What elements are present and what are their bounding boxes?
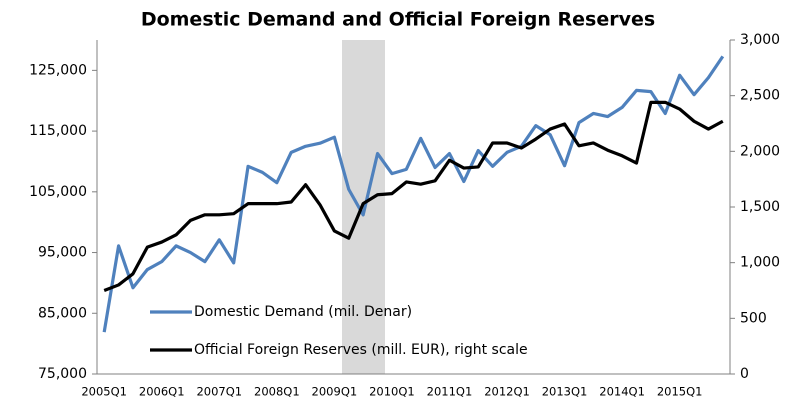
x-tick-label: 2005Q1 (81, 385, 127, 399)
legend-label: Official Foreign Reserves (mill. EUR), r… (194, 342, 528, 358)
y-tick-label: 85,000 (38, 305, 87, 321)
chart-title: Domestic Demand and Official Foreign Res… (141, 9, 655, 31)
y2-tick-label: 2,000 (740, 143, 780, 159)
y-tick-label: 95,000 (38, 245, 87, 261)
y-tick-label: 115,000 (29, 123, 87, 139)
y2-tick-label: 1,000 (740, 255, 780, 271)
y-tick-label: 75,000 (38, 366, 87, 382)
x-tick-label: 2015Q1 (657, 385, 703, 399)
y-tick-label: 105,000 (29, 184, 87, 200)
y2-tick-label: 0 (740, 366, 749, 382)
y2-tick-label: 2,500 (740, 88, 780, 104)
series-line (103, 100, 724, 292)
x-tick-label: 2013Q1 (542, 385, 588, 399)
x-tick-label: 2006Q1 (139, 385, 185, 399)
x-tick-label: 2009Q1 (312, 385, 358, 399)
y2-tick-label: 1,500 (740, 199, 780, 215)
x-tick-label: 2011Q1 (427, 385, 473, 399)
legend-label: Domestic Demand (mil. Denar) (194, 304, 412, 320)
x-tick-label: 2007Q1 (196, 385, 242, 399)
y2-tick-label: 3,000 (740, 32, 780, 48)
series-line (102, 55, 725, 333)
x-tick-label: 2012Q1 (484, 385, 530, 399)
x-tick-label: 2008Q1 (254, 385, 300, 399)
x-tick-label: 2014Q1 (599, 385, 645, 399)
y-tick-label: 125,000 (29, 62, 87, 78)
y2-tick-label: 500 (740, 310, 767, 326)
x-tick-label: 2010Q1 (369, 385, 415, 399)
